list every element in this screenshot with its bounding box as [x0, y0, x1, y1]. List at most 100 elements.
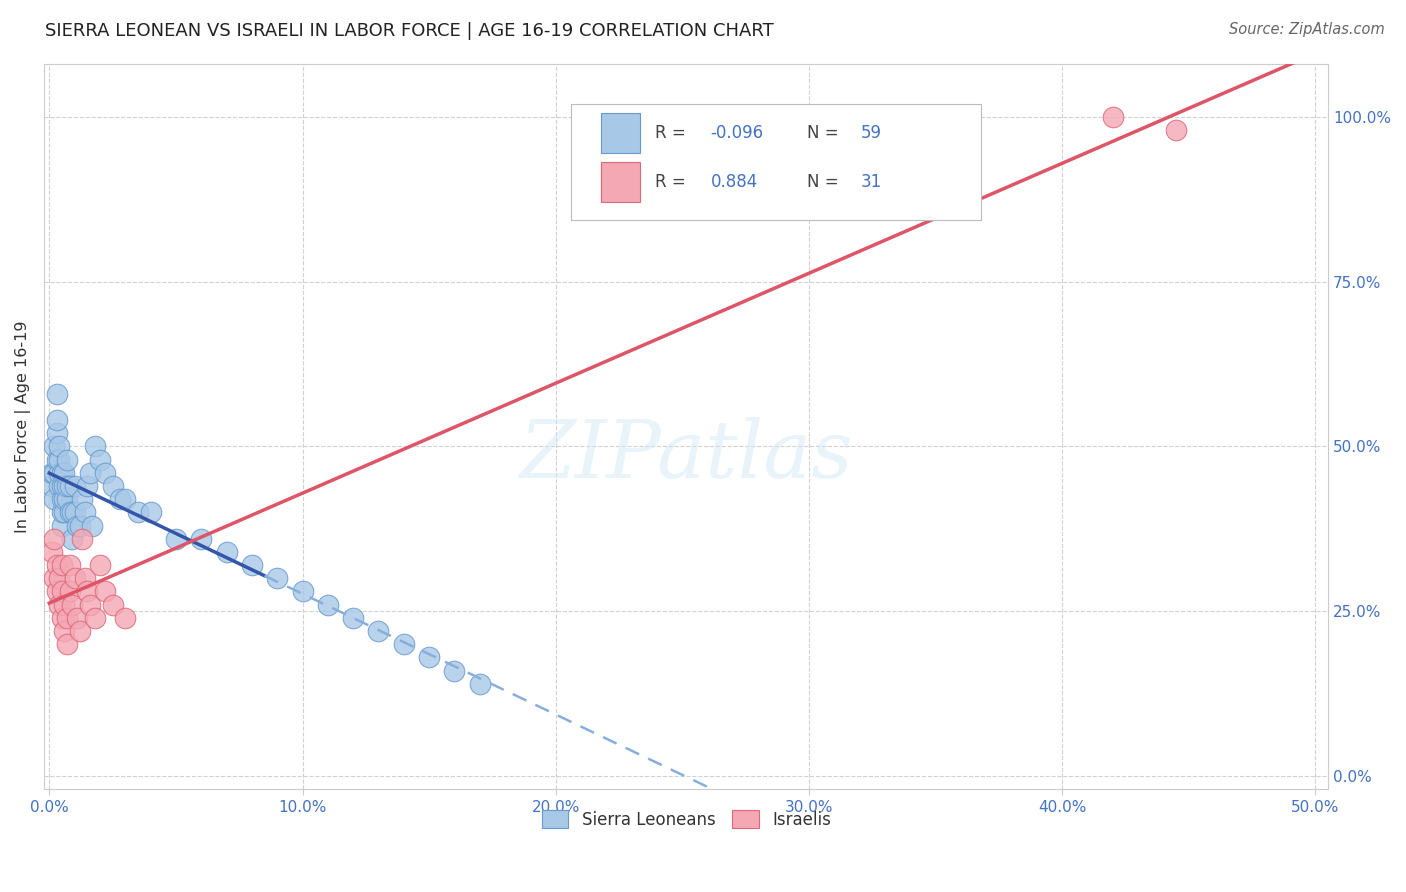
Point [468, 677, 491, 691]
Point [53, 505, 76, 519]
Point [60, 598, 83, 612]
Text: 59: 59 [860, 124, 882, 142]
Point [41, 545, 63, 559]
Point [53, 479, 76, 493]
Point [45, 413, 67, 427]
Point [44, 571, 66, 585]
Point [44, 532, 66, 546]
Point [70, 492, 93, 507]
Point [51, 479, 73, 493]
Point [291, 584, 314, 599]
Point [76, 479, 98, 493]
Point [89, 452, 111, 467]
Point [108, 492, 131, 507]
Point [51, 558, 73, 572]
Text: 0.884: 0.884 [710, 173, 758, 191]
Point [41, 466, 63, 480]
Point [66, 518, 89, 533]
Point [114, 492, 136, 507]
Point [114, 611, 136, 625]
Point [63, 505, 86, 519]
Text: N =: N = [807, 124, 844, 142]
Point [63, 571, 86, 585]
Point [190, 532, 212, 546]
Point [101, 479, 124, 493]
Point [79, 466, 101, 480]
Text: R =: R = [655, 124, 692, 142]
Point [82, 518, 104, 533]
Point [127, 505, 149, 519]
Y-axis label: In Labor Force | Age 16-19: In Labor Force | Age 16-19 [15, 320, 31, 533]
Point [367, 624, 389, 638]
Point [48, 466, 70, 480]
Point [1102, 110, 1125, 124]
Point [240, 558, 263, 572]
Point [60, 532, 83, 546]
Point [316, 598, 339, 612]
Point [48, 571, 70, 585]
Point [58, 558, 80, 572]
Text: N =: N = [807, 173, 844, 191]
Point [48, 439, 70, 453]
Point [443, 664, 465, 678]
Text: 31: 31 [860, 173, 882, 191]
Point [69, 624, 91, 638]
Point [51, 492, 73, 507]
Point [53, 624, 76, 638]
Point [56, 611, 79, 625]
Point [48, 479, 70, 493]
Point [58, 584, 80, 599]
Point [58, 479, 80, 493]
Point [58, 505, 80, 519]
Point [139, 505, 162, 519]
Point [83, 439, 105, 453]
Point [51, 584, 73, 599]
Text: R =: R = [655, 173, 692, 191]
Point [165, 532, 187, 546]
Text: ZIPatlas: ZIPatlas [519, 417, 853, 494]
Point [79, 598, 101, 612]
Point [56, 452, 79, 467]
Text: -0.096: -0.096 [710, 124, 763, 142]
Point [418, 650, 440, 665]
Point [73, 505, 96, 519]
Point [53, 492, 76, 507]
Point [101, 598, 124, 612]
Point [41, 479, 63, 493]
Point [45, 558, 67, 572]
Point [392, 637, 415, 651]
Point [53, 466, 76, 480]
Point [66, 611, 89, 625]
Point [94, 584, 117, 599]
Point [51, 466, 73, 480]
Point [73, 571, 96, 585]
Point [45, 452, 67, 467]
Text: Source: ZipAtlas.com: Source: ZipAtlas.com [1229, 22, 1385, 37]
Point [48, 452, 70, 467]
Point [63, 479, 86, 493]
Point [76, 584, 98, 599]
Point [83, 611, 105, 625]
Point [56, 637, 79, 651]
FancyBboxPatch shape [571, 104, 981, 220]
Point [60, 505, 83, 519]
Point [44, 466, 66, 480]
Text: SIERRA LEONEAN VS ISRAELI IN LABOR FORCE | AGE 16-19 CORRELATION CHART: SIERRA LEONEAN VS ISRAELI IN LABOR FORCE… [45, 22, 773, 40]
FancyBboxPatch shape [602, 162, 640, 202]
Point [89, 558, 111, 572]
Point [44, 492, 66, 507]
Point [342, 611, 364, 625]
Point [266, 571, 288, 585]
Point [94, 466, 117, 480]
FancyBboxPatch shape [602, 113, 640, 153]
Point [215, 545, 238, 559]
Point [51, 505, 73, 519]
Point [51, 518, 73, 533]
Point [1166, 123, 1188, 137]
Legend: Sierra Leoneans, Israelis: Sierra Leoneans, Israelis [534, 804, 838, 835]
Point [69, 518, 91, 533]
Point [45, 386, 67, 401]
Point [48, 598, 70, 612]
Point [44, 439, 66, 453]
Point [53, 598, 76, 612]
